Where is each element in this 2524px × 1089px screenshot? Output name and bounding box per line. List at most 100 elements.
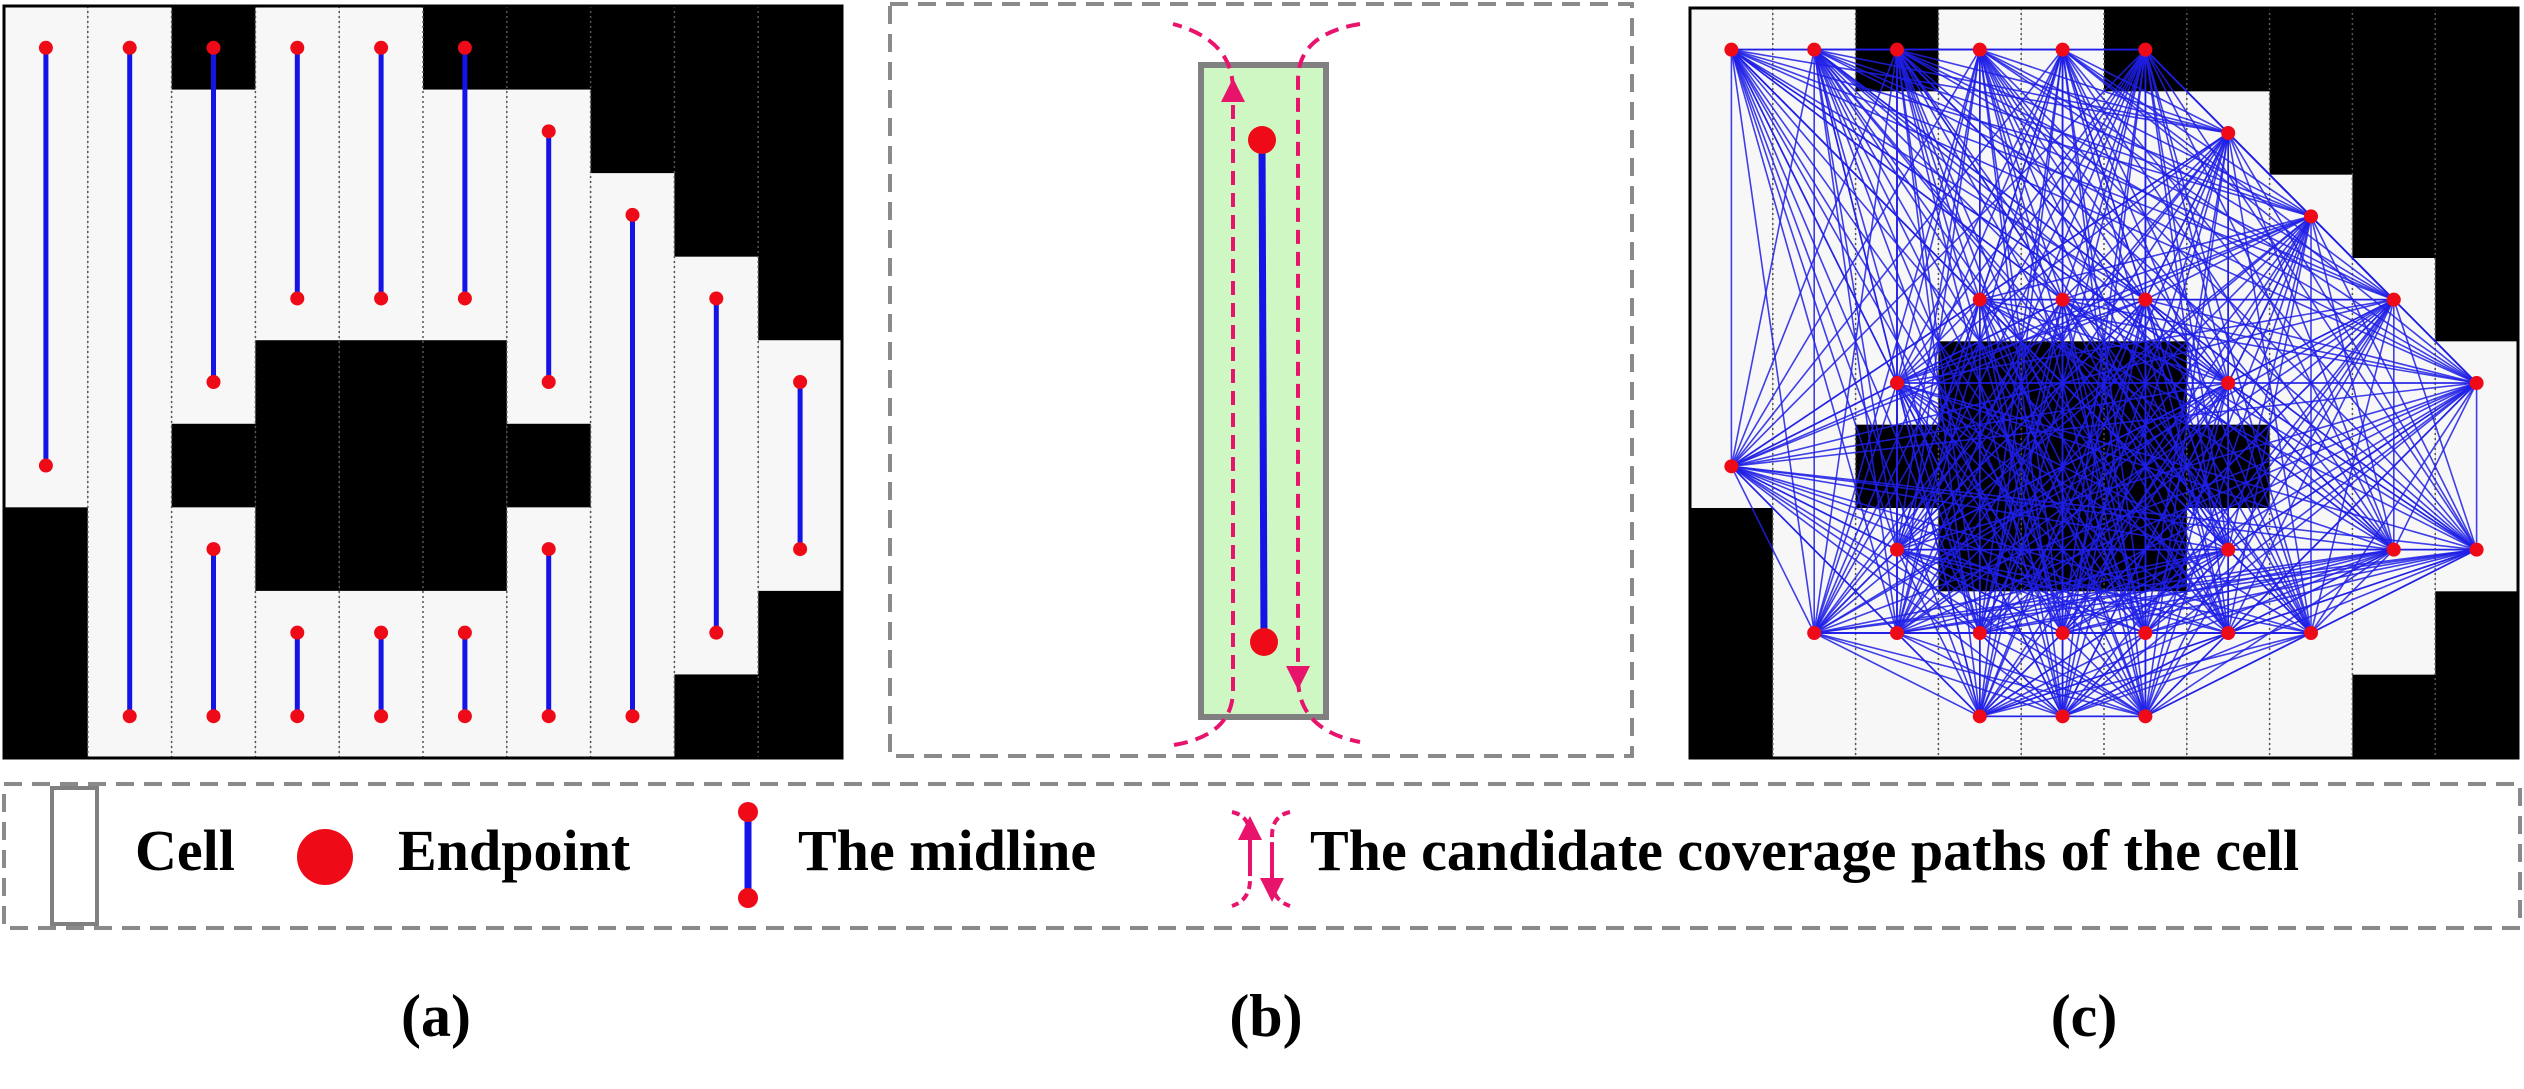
graph-node [2221, 626, 2236, 640]
graph-edge [2310, 549, 2395, 634]
graph-node [2221, 126, 2236, 140]
panel-a-side-obstacle-col-2 [171, 423, 256, 508]
endpoint [206, 709, 221, 724]
endpoint [457, 625, 472, 640]
endpoint [122, 40, 137, 55]
graph-edge [2144, 132, 2229, 301]
graph-node [1807, 42, 1822, 57]
endpoint [290, 709, 305, 724]
graph-node [1890, 542, 1904, 557]
graph-edge [2227, 382, 2312, 634]
graph-node [2221, 376, 2236, 390]
graph-node [2055, 709, 2070, 724]
legend-cell-icon [50, 786, 99, 926]
graph-node [1724, 459, 1739, 474]
candidate-path-right [1286, 22, 1361, 690]
graph-node [2138, 42, 2153, 57]
endpoint [206, 40, 221, 55]
graph-edge [2144, 132, 2229, 634]
graph-edge [2061, 49, 2147, 634]
panel-a-central-obstacle-col-4 [339, 340, 423, 591]
endpoint [38, 458, 53, 473]
legend-midline-endpoint-top [738, 802, 758, 822]
graph-edge [2393, 299, 2478, 550]
panel-a-central-obstacle-col-5 [423, 340, 507, 591]
endpoint [457, 291, 472, 306]
graph-node [1972, 709, 1987, 724]
panel-b-dashed-border [888, 2, 1634, 758]
legend-endpoint-icon [297, 829, 353, 885]
graph-edge [2061, 299, 2147, 717]
endpoint [38, 40, 53, 55]
endpoint-top [1248, 126, 1276, 154]
graph-edge [1979, 49, 2064, 634]
endpoint [541, 124, 556, 139]
graph-edge [1813, 632, 1981, 718]
graph-node [1972, 626, 1987, 640]
graph-node [2469, 376, 2484, 390]
graph-edge [1813, 382, 1898, 634]
graph-edge [1979, 48, 2229, 134]
graph-edge [1730, 49, 1981, 467]
endpoint-bottom [1250, 628, 1278, 656]
graph-edge [1896, 49, 1981, 550]
graph-edge [2144, 549, 2229, 717]
graph-node [1890, 42, 1904, 57]
endpoint [374, 291, 389, 306]
caption-a: (a) [401, 983, 471, 1049]
endpoint [374, 625, 389, 640]
legend-candidate-path-icon [1231, 810, 1291, 908]
graph-node [1890, 626, 1904, 640]
panel-a-side-obstacle-col-6 [506, 423, 591, 508]
endpoint [541, 542, 556, 557]
graph-node [2221, 542, 2236, 557]
graph-edge [2310, 299, 2395, 634]
graph-node [1972, 292, 1987, 307]
graph-edge [1979, 49, 2064, 300]
endpoint [374, 709, 389, 724]
graph-edge [1813, 49, 1898, 550]
graph-node [1972, 42, 1987, 57]
graph-node [2055, 626, 2070, 640]
endpoint [541, 375, 556, 389]
graph-edge [2227, 216, 2312, 550]
graph-edge [1813, 49, 1898, 634]
graph-edges [1730, 48, 2478, 718]
graph-edge [1979, 49, 2064, 717]
panel-c-graph [1688, 6, 2520, 760]
endpoint [374, 40, 389, 55]
endpoint [793, 542, 808, 557]
graph-node [2469, 542, 2484, 557]
endpoint [290, 291, 305, 306]
graph-edge [1730, 465, 1815, 634]
graph-edge [2144, 132, 2229, 717]
graph-edge [2393, 382, 2478, 551]
graph-edge [2227, 215, 2312, 384]
midline [1258, 139, 1268, 643]
legend: Cell Endpoint The midline The candidate … [2, 782, 2522, 930]
graph-edge [1896, 632, 1981, 717]
graph-edge [2144, 299, 2395, 634]
graph-edge [2227, 216, 2312, 634]
graph-node [2138, 709, 2153, 724]
graph-node [2138, 292, 2153, 307]
graph-node [2304, 209, 2318, 224]
legend-candidate-path-label: The candidate coverage paths of the cell [1310, 818, 2299, 883]
graph-edge [2310, 548, 2477, 634]
graph-node [1890, 376, 1904, 390]
endpoint [122, 709, 137, 724]
graph-edge [1896, 49, 1981, 300]
endpoint [709, 625, 724, 640]
legend-cell-label: Cell [135, 818, 235, 883]
graph-node [2386, 292, 2401, 307]
graph-edge [1896, 299, 1981, 634]
graph-node [2386, 542, 2401, 557]
graph-edge [1979, 299, 2064, 717]
panel-a-decomposition [2, 4, 844, 760]
graph-edge [1979, 382, 2229, 717]
endpoint [793, 375, 808, 389]
endpoint [625, 709, 640, 724]
legend-midline-label: The midline [798, 818, 1096, 883]
endpoint [709, 291, 724, 306]
endpoint [290, 625, 305, 640]
